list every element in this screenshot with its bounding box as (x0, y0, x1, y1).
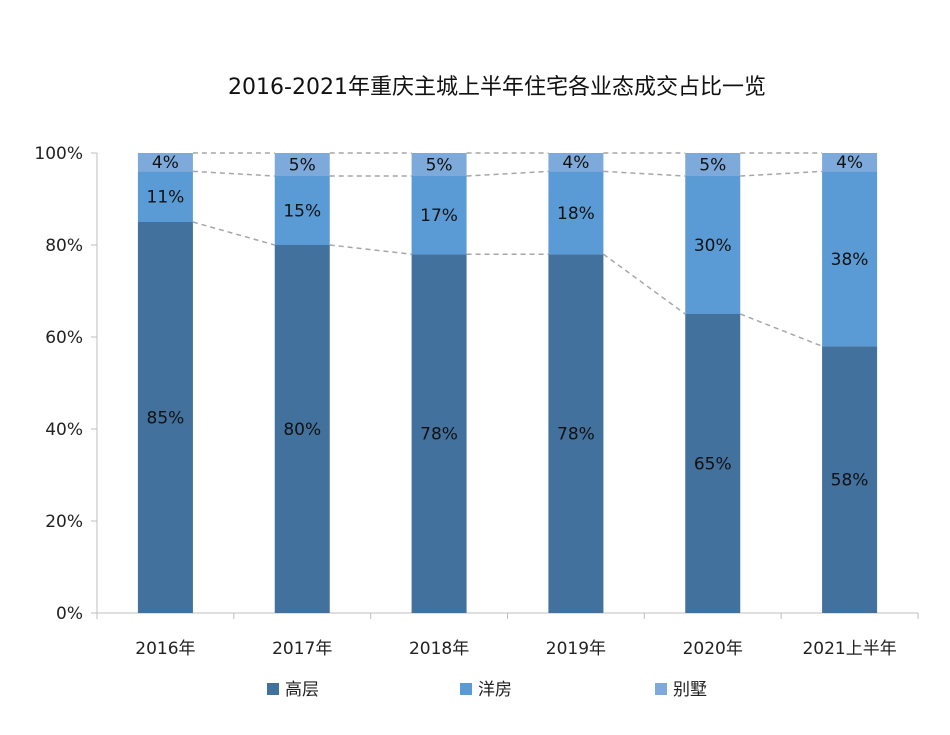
y-tick-label: 20% (45, 512, 83, 532)
bar-segment (685, 153, 741, 176)
bar-segment (822, 346, 878, 613)
bar-segment (411, 254, 467, 613)
y-tick-label: 0% (56, 604, 83, 624)
legend-swatch (460, 683, 472, 695)
bar-segment (548, 153, 604, 172)
plot-area: 0% 20% 40% 60% 80% 100% 85% 11% 4% 80% 15% 5% 78% 17%… (34, 144, 919, 659)
bar-segment (274, 153, 330, 176)
x-tick-label: 2019年 (546, 639, 606, 659)
y-tick-label: 40% (45, 420, 83, 440)
legend-label: 别墅 (673, 680, 707, 700)
bar-segment (822, 171, 878, 347)
series-line (329, 244, 412, 255)
data-label: 18% (557, 204, 595, 224)
bar-segment (137, 171, 193, 222)
data-label: 85% (147, 409, 185, 429)
data-label: 5% (289, 156, 316, 176)
data-label: 4% (836, 153, 863, 173)
bar-segment (137, 153, 193, 172)
y-tick-label: 60% (45, 328, 83, 348)
x-tick-label: 2017年 (272, 639, 332, 659)
x-tick-label: 2018年 (409, 639, 469, 659)
bar-segment (274, 176, 330, 245)
data-label: 11% (147, 188, 185, 208)
data-label: 17% (420, 206, 458, 226)
series-line (192, 221, 275, 246)
legend: 高层 洋房 别墅 (267, 680, 707, 700)
legend-label: 高层 (285, 680, 319, 700)
x-tick-label: 2021上半年 (802, 639, 896, 659)
data-label: 80% (283, 420, 321, 440)
series-line (740, 170, 823, 177)
data-label: 58% (831, 471, 869, 491)
bar-segment (411, 176, 467, 255)
legend-swatch (267, 683, 279, 695)
series-line (603, 170, 686, 177)
bar-segment (137, 222, 193, 613)
series-line (602, 253, 686, 315)
y-tick-label: 100% (34, 144, 83, 164)
data-label: 5% (699, 156, 726, 176)
data-label: 78% (420, 425, 458, 445)
series-line (739, 313, 823, 347)
data-label: 78% (557, 425, 595, 445)
data-label: 15% (283, 202, 321, 222)
data-label: 30% (694, 236, 732, 256)
bars (137, 153, 878, 613)
bar-segment (548, 171, 604, 255)
legend-swatch (655, 683, 667, 695)
legend-label: 洋房 (478, 680, 512, 700)
data-label: 38% (831, 250, 869, 270)
chart-title: 2016-2021年重庆主城上半年住宅各业态成交占比一览 (228, 75, 766, 100)
bar-segment (411, 153, 467, 176)
series-line (192, 170, 275, 177)
bar-segment (822, 153, 878, 172)
bar-segment (685, 314, 741, 613)
x-tick-label: 2020年 (683, 639, 743, 659)
x-tick-label: 2016年 (135, 639, 195, 659)
data-label: 4% (562, 153, 589, 173)
bar-segment (685, 176, 741, 314)
data-label: 65% (694, 455, 732, 475)
data-label: 4% (152, 153, 179, 173)
bar-segment (548, 254, 604, 613)
bar-segment (274, 245, 330, 613)
data-label: 5% (426, 156, 453, 176)
series-line (466, 170, 549, 177)
y-tick-label: 80% (45, 236, 83, 256)
